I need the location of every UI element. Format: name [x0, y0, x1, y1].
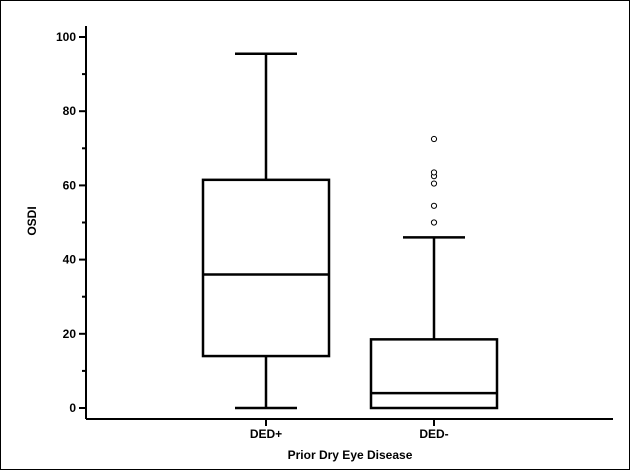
x-tick-label: DED+ [250, 427, 282, 441]
box-iqr [369, 338, 499, 410]
x-ticks-group: DED+ DED- [250, 419, 449, 441]
y-tick-label: 60 [63, 178, 77, 192]
x-tick-label: DED- [419, 427, 448, 441]
y-tick-label: 40 [63, 253, 77, 267]
x-axis-title: Prior Dry Eye Disease [288, 448, 413, 462]
outlier-point [430, 135, 438, 143]
y-tick-label: 20 [63, 327, 77, 341]
box-dedplus [201, 52, 331, 410]
outlier-point [430, 219, 438, 226]
y-axis-title: OSDI [25, 206, 39, 235]
outlier-point [430, 180, 438, 187]
y-tick-label: 80 [63, 104, 77, 118]
axes-group [85, 26, 613, 420]
box-iqr [201, 178, 331, 358]
outlier-point [430, 202, 438, 209]
y-tick-label: 100 [56, 30, 76, 44]
y-tick-label: 0 [69, 401, 76, 415]
y-ticks-group: 0 20 40 60 80 100 [56, 30, 86, 415]
box-dedminus [369, 135, 499, 410]
outlier-point [430, 169, 438, 176]
boxes-group [201, 52, 499, 410]
